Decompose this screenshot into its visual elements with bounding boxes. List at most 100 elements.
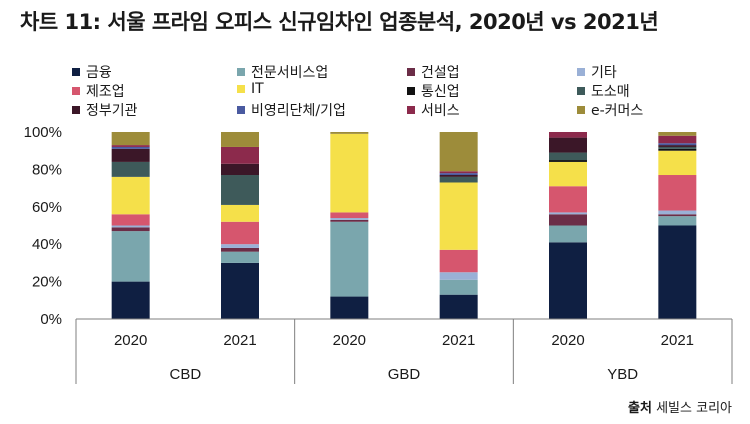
bar-segment (549, 214, 587, 226)
bar-segment (658, 150, 697, 176)
bar-segment (549, 152, 587, 161)
legend-label: 정부기관 (86, 103, 138, 119)
x-category-label: 2020 (551, 332, 584, 349)
bar-segment (221, 221, 259, 245)
legend-swatch (407, 87, 415, 95)
x-category-label: 2020 (333, 332, 366, 349)
bar-segment (439, 272, 478, 280)
legend-item: 건설업 (407, 62, 460, 82)
y-tick-label: 60% (32, 199, 62, 216)
bar-segment (221, 175, 259, 205)
bar-segment (330, 132, 369, 134)
bar-segment (330, 221, 369, 297)
legend-swatch (72, 68, 80, 76)
legend-item: 금융 (72, 62, 112, 82)
bar-segment (111, 225, 150, 228)
x-group-label: YBD (607, 366, 638, 383)
legend-swatch (407, 68, 415, 76)
bar-segment (221, 204, 259, 222)
bar-segment (658, 216, 697, 226)
bar-segment (439, 171, 478, 174)
legend-item: IT (237, 81, 264, 97)
bar-segment (221, 247, 259, 252)
bar-segment (439, 175, 478, 177)
legend-swatch (237, 68, 245, 76)
bar-segment (221, 262, 259, 319)
legend-item: 전문서비스업 (237, 62, 328, 82)
bar-segment (658, 214, 697, 217)
bar-segment (439, 279, 478, 295)
bar-segment (658, 132, 697, 136)
bar-segment (439, 294, 478, 319)
bar-segment (549, 160, 587, 162)
legend-item: 도소매 (577, 81, 630, 101)
bar-segment (439, 182, 478, 250)
bar-segment (549, 186, 587, 213)
x-category-label: 2020 (114, 332, 147, 349)
y-tick-label: 100% (24, 124, 62, 141)
bar-segment (111, 132, 150, 146)
legend-swatch (72, 87, 80, 95)
source-text: 세빌스 코리아 (656, 401, 732, 416)
bar-segment (221, 163, 259, 176)
bar-segment (549, 212, 587, 215)
bar-segment (658, 146, 697, 149)
bar-segment (111, 214, 150, 226)
legend-swatch (577, 106, 585, 114)
y-tick-label: 0% (40, 311, 62, 328)
legend-label: 전문서비스업 (251, 65, 329, 81)
source-note: 출처 세빌스 코리아 (628, 397, 732, 416)
bar-segment (111, 281, 150, 319)
legend-swatch (407, 106, 415, 114)
x-group-label: GBD (388, 366, 421, 383)
bar-segment (658, 210, 697, 215)
legend-label: 도소매 (591, 84, 630, 100)
legend-label: 서비스 (421, 103, 460, 119)
bar-segment (549, 132, 587, 138)
legend-item: 통신업 (407, 81, 460, 101)
legend-label: 금융 (86, 65, 112, 81)
source-label: 출처 (628, 401, 652, 416)
bar-segment (330, 218, 369, 220)
y-tick-label: 80% (32, 161, 62, 178)
legend-swatch (577, 68, 585, 76)
legend-label: 제조업 (86, 84, 125, 100)
bar-segment (658, 143, 697, 146)
bar-segment (658, 175, 697, 211)
bar-segment (330, 133, 369, 213)
legend-swatch (237, 85, 245, 93)
legend-item: 서비스 (407, 100, 460, 120)
legend-label: 기타 (591, 65, 617, 81)
legend-item: 비영리단체/기업 (237, 100, 346, 120)
legend-label: 건설업 (421, 65, 460, 81)
bar-segment (111, 227, 150, 232)
legend-item: 기타 (577, 62, 617, 82)
legend-swatch (72, 106, 80, 114)
bar-segment (658, 148, 697, 151)
bar-segment (549, 137, 587, 153)
x-category-label: 2021 (661, 332, 694, 349)
bar-segment (439, 173, 478, 176)
legend-label: e-커머스 (591, 103, 644, 119)
bar-segment (658, 145, 697, 147)
bar-segment (549, 225, 587, 243)
legend-swatch (577, 87, 585, 95)
bar-segment (111, 145, 150, 147)
legend-item: e-커머스 (577, 100, 643, 120)
bar-segment (439, 132, 478, 172)
bar-segment (111, 148, 150, 162)
legend-item: 정부기관 (72, 100, 138, 120)
legend-swatch (237, 106, 245, 114)
y-tick-label: 20% (32, 274, 62, 291)
x-group-label: CBD (169, 366, 201, 383)
x-category-label: 2021 (223, 332, 256, 349)
bar-segment (330, 212, 369, 219)
bar-segment (549, 242, 587, 319)
bar-segment (658, 225, 697, 319)
legend-label: 비영리단체/기업 (251, 103, 346, 119)
bar-segment (111, 231, 150, 282)
bar-segment (111, 146, 150, 149)
chart-title: 차트 11: 서울 프라임 오피스 신규임차인 업종분석, 2020년 vs 2… (20, 10, 659, 34)
bar-segment (221, 244, 259, 248)
x-category-label: 2021 (442, 332, 475, 349)
